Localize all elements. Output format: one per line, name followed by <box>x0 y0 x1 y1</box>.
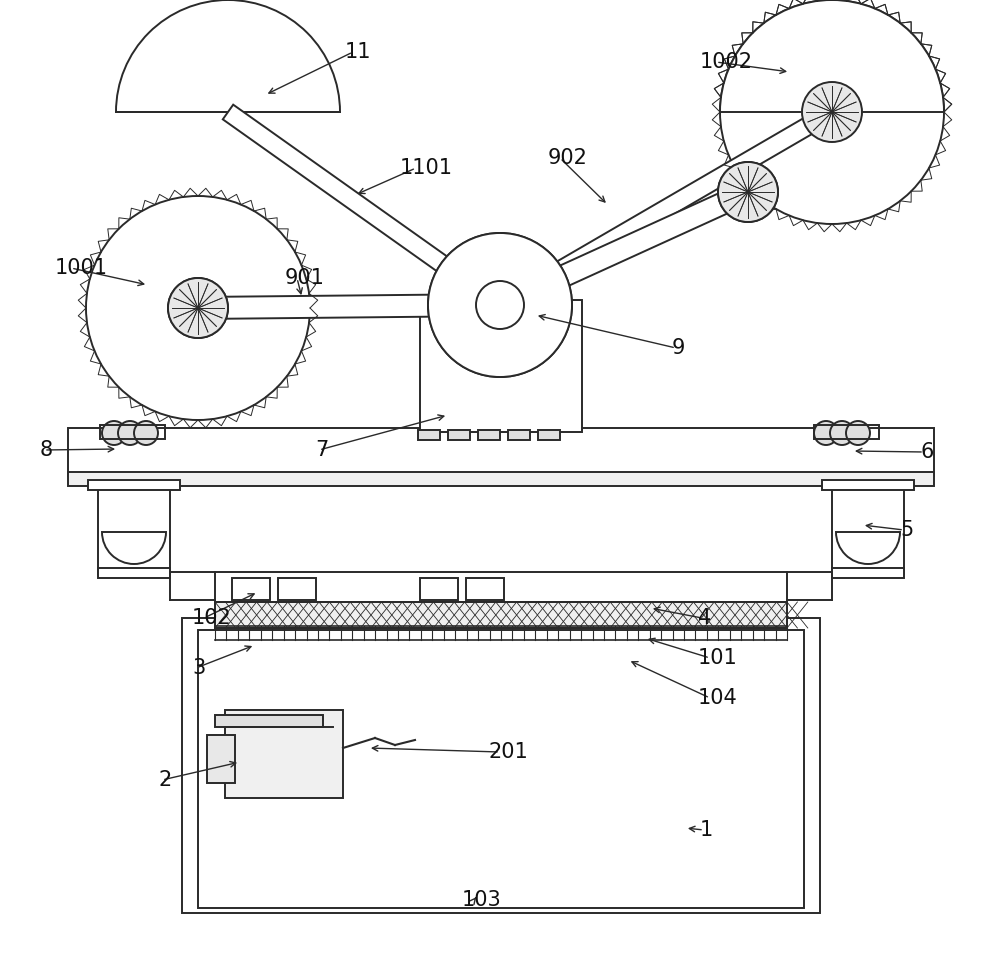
Wedge shape <box>836 532 900 564</box>
Circle shape <box>718 162 778 222</box>
Polygon shape <box>198 294 500 319</box>
Bar <box>420 578 458 600</box>
Bar <box>508 430 530 440</box>
Wedge shape <box>102 532 166 564</box>
Circle shape <box>802 82 862 142</box>
Circle shape <box>814 421 838 445</box>
Bar <box>98 568 170 578</box>
Bar <box>814 425 879 439</box>
Circle shape <box>720 0 944 224</box>
Text: 103: 103 <box>462 890 502 910</box>
Bar <box>538 430 560 440</box>
Polygon shape <box>223 105 505 312</box>
Wedge shape <box>720 0 944 112</box>
Circle shape <box>476 281 524 329</box>
Text: 3: 3 <box>192 658 205 678</box>
Bar <box>207 735 235 783</box>
Bar <box>466 578 504 600</box>
Circle shape <box>428 233 572 377</box>
Bar <box>215 572 787 624</box>
Text: 1002: 1002 <box>700 52 753 72</box>
Text: 901: 901 <box>285 268 325 288</box>
Text: 11: 11 <box>345 42 372 62</box>
Polygon shape <box>495 104 837 313</box>
Text: 9: 9 <box>672 338 685 358</box>
Text: 101: 101 <box>698 648 738 668</box>
Bar <box>215 602 787 628</box>
Bar <box>215 602 787 628</box>
Bar <box>100 425 165 439</box>
Bar <box>478 430 500 440</box>
Polygon shape <box>495 182 753 315</box>
Circle shape <box>102 421 126 445</box>
Bar <box>448 430 470 440</box>
Circle shape <box>134 421 158 445</box>
Text: 6: 6 <box>920 442 933 462</box>
Circle shape <box>168 278 228 338</box>
Bar <box>215 715 323 727</box>
Text: 5: 5 <box>900 520 913 540</box>
Text: 102: 102 <box>192 608 232 628</box>
Text: 902: 902 <box>548 148 588 168</box>
Bar <box>88 480 180 490</box>
Bar <box>418 430 440 440</box>
Text: 1: 1 <box>700 820 713 840</box>
Bar <box>68 428 934 476</box>
Circle shape <box>718 162 778 222</box>
Text: 4: 4 <box>698 608 711 628</box>
Circle shape <box>830 421 854 445</box>
Bar <box>68 472 934 486</box>
Text: 7: 7 <box>315 440 328 460</box>
Bar <box>232 578 270 600</box>
Bar <box>182 618 820 913</box>
Circle shape <box>476 281 524 329</box>
Bar <box>832 568 904 578</box>
Text: 104: 104 <box>698 688 738 708</box>
Circle shape <box>428 233 572 377</box>
Bar <box>278 578 316 600</box>
Bar <box>198 630 804 908</box>
Circle shape <box>86 196 310 420</box>
Circle shape <box>168 278 228 338</box>
Bar <box>98 484 170 574</box>
Bar <box>832 484 904 574</box>
Text: 1101: 1101 <box>400 158 453 178</box>
Text: 1001: 1001 <box>55 258 108 278</box>
Circle shape <box>846 421 870 445</box>
Bar <box>420 300 582 432</box>
Bar <box>225 710 343 798</box>
Circle shape <box>118 421 142 445</box>
Wedge shape <box>116 0 340 112</box>
Text: 201: 201 <box>488 742 528 762</box>
Text: 2: 2 <box>158 770 171 790</box>
Bar <box>822 480 914 490</box>
Text: 8: 8 <box>40 440 53 460</box>
